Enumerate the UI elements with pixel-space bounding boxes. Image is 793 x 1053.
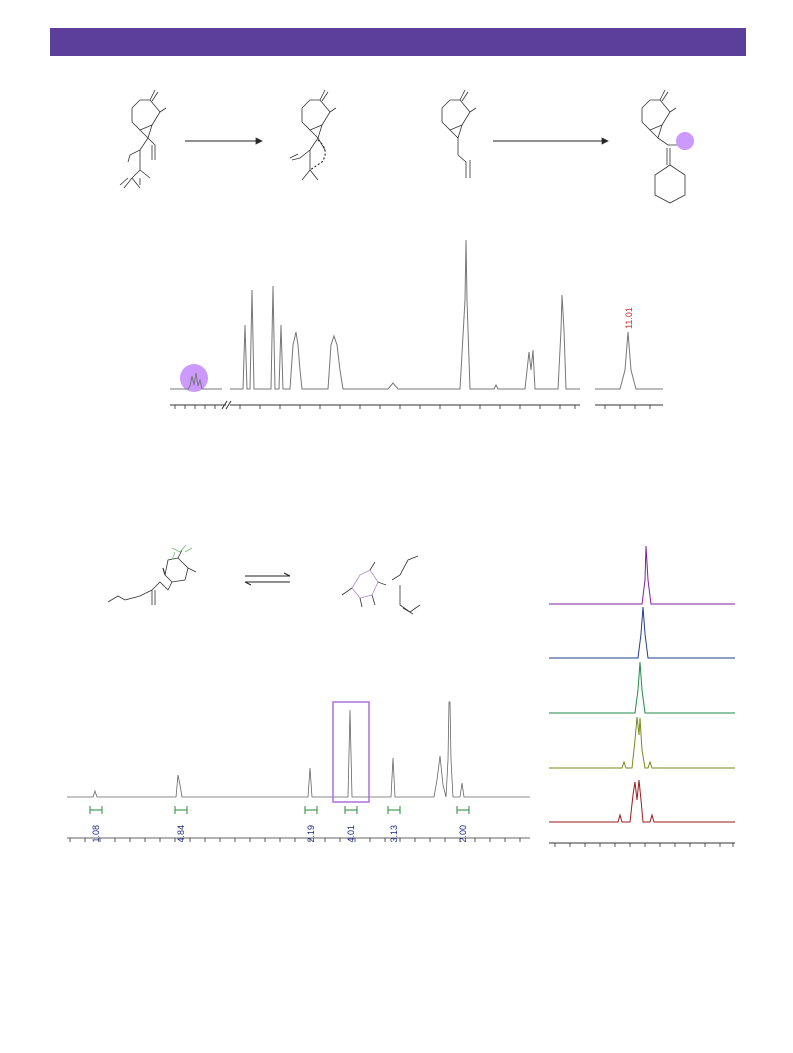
stacked-spectra: [549, 545, 735, 844]
integral-bracket: [174, 806, 188, 814]
highlight-box-bottom-spectrum: [332, 701, 370, 803]
integral-brackets: [89, 806, 470, 814]
top-spectrum-trace-left: [170, 372, 222, 390]
stacked-trace-1: [549, 545, 735, 605]
integral-bracket: [456, 806, 470, 814]
stacked-trace-5: [549, 779, 735, 823]
molecule-6-structure: [341, 555, 421, 615]
molecule-5-structure: [107, 549, 197, 605]
top-spectrum: [170, 239, 663, 410]
bottom-spectrum-ticks: [69, 838, 521, 842]
molecule-2-structure: [289, 89, 337, 181]
molecule-3-structure: [441, 89, 477, 178]
molecule-1-structure: [119, 89, 167, 189]
top-reaction-scheme: [119, 89, 686, 204]
bottom-reaction-scheme: [107, 544, 421, 615]
integral-value-3: 4.01: [346, 825, 356, 843]
stacked-trace-4: [549, 716, 735, 769]
stacked-spectra-ticks: [554, 843, 734, 847]
integral-value-0: 1.08: [91, 825, 101, 843]
bottom-spectrum-trace: [67, 701, 530, 798]
highlight-circle-top-spectrum: [180, 364, 208, 392]
stacked-trace-2: [549, 606, 735, 659]
integral-value-1: 4.84: [176, 825, 186, 843]
molecule-5-green-fragment: [171, 544, 193, 561]
top-spectrum-trace-main: [230, 239, 580, 390]
integral-bracket: [89, 806, 103, 814]
bottom-spectrum: [67, 701, 530, 839]
title-banner: [50, 28, 746, 56]
integral-labels: 1.08 4.84 2.19 4.01 3.13 2.00: [91, 825, 468, 843]
highlight-circle-molecule-4: [676, 132, 694, 150]
molecule-4-structure: [641, 89, 686, 204]
integral-bracket: [344, 806, 358, 814]
top-spectrum-trace-right: [595, 331, 663, 390]
stacked-trace-3: [549, 661, 735, 714]
top-spectrum-ticks: [174, 405, 651, 409]
integral-bracket: [304, 806, 318, 814]
integral-bracket: [387, 806, 401, 814]
integral-value-4: 3.13: [389, 825, 399, 843]
top-spectrum-axis-break: [221, 400, 232, 410]
integral-value-5: 2.00: [458, 825, 468, 843]
integral-value-2: 2.19: [306, 825, 316, 843]
top-spectrum-peak-label: 11.01: [624, 307, 634, 329]
